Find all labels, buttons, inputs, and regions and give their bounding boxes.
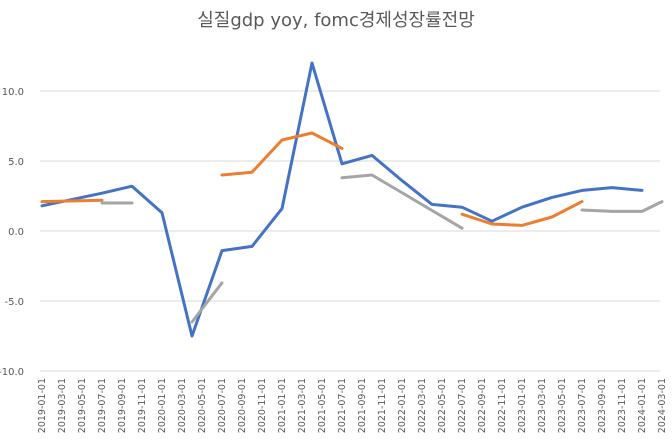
series-line-3-segment-4 [580, 200, 664, 213]
x-tick-label: 2021-05-01 [317, 378, 328, 433]
series-line-3-segment-2 [190, 281, 224, 324]
x-tick-label: 2021-11-01 [377, 378, 388, 433]
x-tick-label: 2019-11-01 [137, 378, 148, 433]
x-tick-label: 2022-09-01 [477, 378, 488, 433]
x-tick-label: 2020-11-01 [257, 378, 268, 433]
x-tick-label: 2020-03-01 [177, 378, 188, 433]
x-tick-label: 2021-03-01 [297, 378, 308, 433]
chart-title: 실질gdp yoy, fomc경제성장률전망 [197, 10, 475, 31]
x-tick-label: 2022-03-01 [417, 378, 428, 433]
x-tick-label: 2019-09-01 [117, 378, 128, 433]
y-tick-label: -10.0 [0, 367, 24, 378]
series-line-3-segment-3 [340, 173, 464, 230]
x-tick-label: 2019-07-01 [97, 378, 108, 433]
y-tick-label: 10.0 [2, 87, 24, 98]
x-tick-label: 2022-05-01 [437, 378, 448, 433]
series-line-2-segment-3 [460, 200, 584, 227]
x-tick-label: 2019-03-01 [57, 378, 68, 433]
x-tick-label: 2023-01-01 [517, 378, 528, 433]
x-tick-label: 2024-03-01 [657, 378, 668, 433]
x-tick-label: 2021-09-01 [357, 378, 368, 433]
x-tick-label: 2023-03-01 [537, 378, 548, 433]
x-tick-label: 2023-05-01 [557, 378, 568, 433]
x-tick-label: 2021-01-01 [277, 378, 288, 433]
x-tick-label: 2023-07-01 [577, 378, 588, 433]
x-tick-label: 2021-07-01 [337, 378, 348, 433]
y-tick-label: 5.0 [8, 157, 24, 168]
x-tick-label: 2022-07-01 [457, 378, 468, 433]
series-line-2-segment-1 [40, 198, 104, 204]
x-tick-label: 2022-11-01 [497, 378, 508, 433]
x-tick-label: 2024-01-01 [637, 378, 648, 433]
x-tick-label: 2020-09-01 [237, 378, 248, 433]
x-tick-label: 2020-05-01 [197, 378, 208, 433]
series-line-1 [40, 61, 644, 338]
grid [40, 90, 660, 372]
series-line-2-segment-2 [220, 131, 344, 177]
y-tick-label: 0.0 [8, 227, 24, 238]
x-tick-label: 2023-09-01 [597, 378, 608, 433]
y-tick-label: -5.0 [4, 297, 24, 308]
x-axis-ticks: 2019-01-01 2019-03-01 2019-05-01 2019-07-01… [37, 378, 668, 433]
x-tick-label: 2022-01-01 [397, 378, 408, 433]
x-tick-label: 2019-01-01 [37, 378, 48, 433]
x-tick-label: 2023-11-01 [617, 378, 628, 433]
x-tick-label: 2020-07-01 [217, 378, 228, 433]
series-lines [40, 61, 664, 338]
x-tick-label: 2019-05-01 [77, 378, 88, 433]
x-tick-label: 2020-01-01 [157, 378, 168, 433]
y-axis-ticks: -10.0 -5.0 0.0 5.0 10.0 [0, 87, 24, 378]
